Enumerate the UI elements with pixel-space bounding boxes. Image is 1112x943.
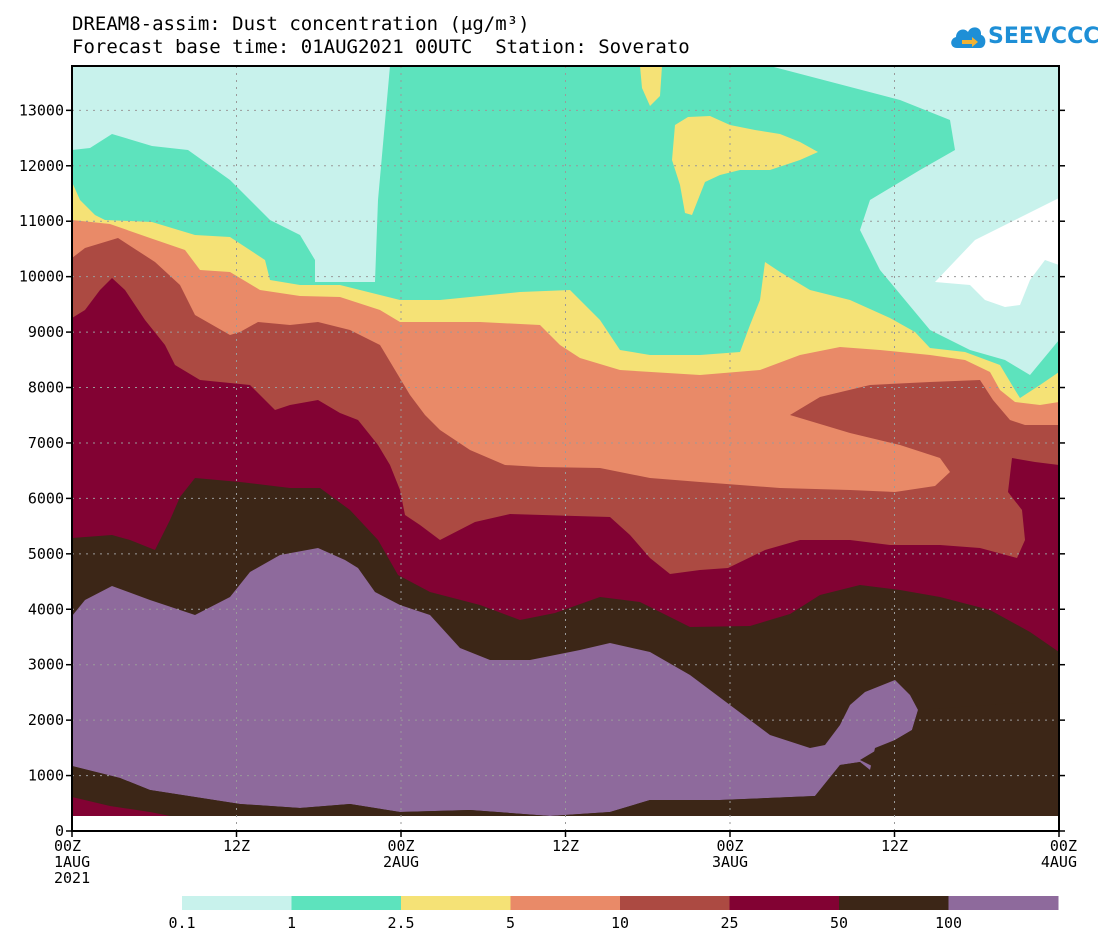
colorbar-swatch — [401, 896, 511, 910]
chart-title: DREAM8-assim: Dust concentration (μg/m³) — [72, 13, 530, 35]
x-tick-label: 00Z — [716, 837, 743, 855]
y-tick-label: 0 — [55, 822, 64, 840]
y-tick-label: 11000 — [19, 212, 64, 230]
colorbar-label: 0.1 — [168, 914, 195, 932]
colorbar-swatch — [510, 896, 621, 910]
y-tick-label: 8000 — [28, 379, 64, 397]
y-tick-label: 4000 — [28, 600, 64, 618]
x-tick-label: 00Z — [387, 837, 414, 855]
cloud-icon — [951, 27, 986, 48]
colorbar-label: 10 — [611, 914, 629, 932]
y-tick-label: 10000 — [19, 268, 64, 286]
x-tick-label: 12Z — [552, 837, 579, 855]
x-tick-date: 2AUG — [383, 853, 419, 871]
y-tick-label: 6000 — [28, 489, 64, 507]
colorbar-label: 50 — [830, 914, 848, 932]
y-tick-label: 9000 — [28, 323, 64, 341]
y-tick-label: 5000 — [28, 545, 64, 563]
y-axis: 0 1000 2000 3000 4000 5000 6000 7000 8000 9000 100… — [19, 101, 1065, 840]
seevccc-logo: SEEVCCC — [948, 18, 1100, 58]
x-tick-label: 12Z — [881, 837, 908, 855]
x-tick-label: 00Z — [1050, 837, 1077, 855]
colorbar-swatch — [729, 896, 840, 910]
y-tick-label: 3000 — [28, 656, 64, 674]
y-tick-label: 12000 — [19, 157, 64, 175]
colorbar-label: 5 — [506, 914, 515, 932]
colorbar: 0.1 1 2.5 5 10 25 50 100 — [168, 896, 1059, 932]
y-tick-label: 1000 — [28, 767, 64, 785]
logo-text: SEEVCCC — [988, 24, 1100, 49]
band-50-bottom — [72, 700, 1059, 831]
colorbar-label: 25 — [720, 914, 738, 932]
colorbar-swatch — [291, 896, 402, 910]
band-2.5-patch — [640, 66, 662, 106]
x-tick-date: 4AUG — [1041, 853, 1077, 871]
chart-subtitle: Forecast base time: 01AUG2021 00UTC Stat… — [72, 36, 690, 58]
colorbar-label: 2.5 — [387, 914, 414, 932]
x-tick-label: 00Z — [54, 837, 81, 855]
colorbar-swatch — [620, 896, 730, 910]
colorbar-swatch — [948, 896, 1059, 910]
band-below-0.1 — [935, 198, 1059, 307]
colorbar-label: 100 — [935, 914, 962, 932]
x-tick-date: 3AUG — [712, 853, 748, 871]
x-tick-year: 2021 — [54, 869, 90, 887]
band-25-bottom — [72, 797, 170, 816]
gridlines — [72, 66, 1059, 831]
y-tick-label: 2000 — [28, 711, 64, 729]
colorbar-swatch — [839, 896, 949, 910]
y-tick-label: 7000 — [28, 434, 64, 452]
y-tick-label: 13000 — [19, 101, 64, 119]
x-tick-label: 12Z — [223, 837, 250, 855]
x-tick-date: 1AUG — [54, 853, 90, 871]
band-100 — [72, 548, 918, 816]
colorbar-label: 1 — [287, 914, 296, 932]
colorbar-swatch — [182, 896, 292, 910]
